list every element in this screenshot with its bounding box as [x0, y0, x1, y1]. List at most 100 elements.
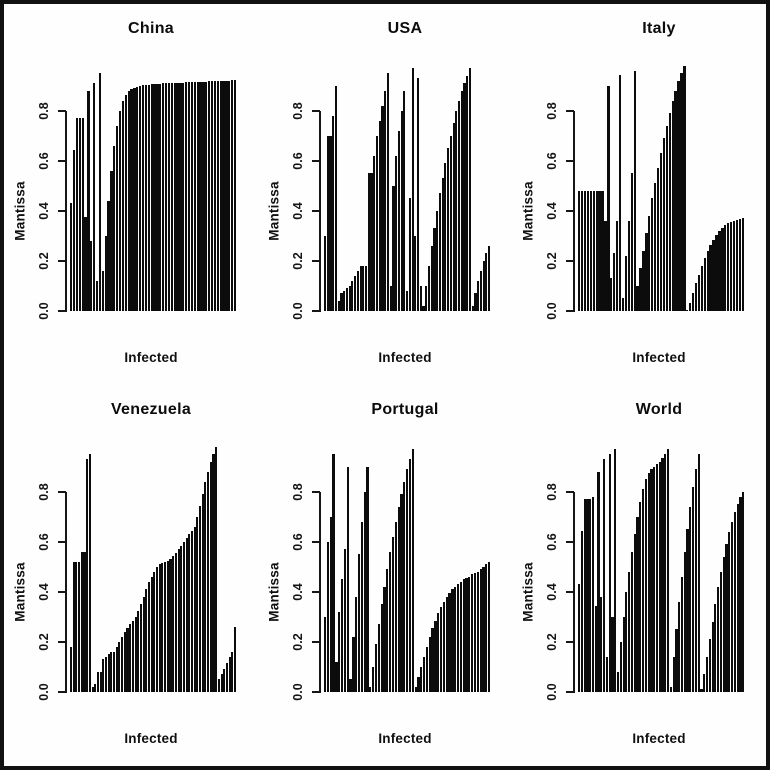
y-tick	[58, 691, 66, 693]
bar	[445, 597, 448, 692]
bar	[123, 632, 126, 692]
bar	[225, 663, 228, 692]
bar	[337, 301, 340, 311]
bar	[158, 564, 161, 692]
bar	[636, 517, 639, 692]
bar	[145, 589, 148, 692]
bar	[400, 494, 403, 692]
bar	[169, 559, 172, 692]
bar	[377, 624, 380, 692]
bar	[411, 449, 414, 692]
bar	[378, 121, 381, 311]
bar	[335, 662, 338, 692]
bar	[326, 542, 330, 692]
bar	[448, 593, 451, 692]
bar	[655, 464, 659, 692]
bar	[420, 667, 423, 692]
bar	[386, 73, 390, 311]
y-tick-label: 0.6	[545, 533, 559, 551]
panel-title: Italy	[642, 20, 676, 37]
bar	[107, 201, 110, 311]
bar	[164, 562, 167, 692]
bar	[223, 669, 226, 692]
bar	[741, 218, 744, 311]
bar	[329, 517, 332, 692]
bar	[210, 81, 214, 311]
bar	[482, 261, 485, 311]
y-tick	[58, 160, 66, 162]
bar	[366, 467, 369, 692]
bar	[389, 286, 392, 311]
bar	[485, 564, 488, 692]
bar	[580, 531, 583, 692]
bar	[356, 271, 359, 311]
bar	[139, 86, 142, 311]
bar	[185, 538, 188, 692]
bar	[406, 469, 409, 692]
bar	[659, 153, 663, 311]
bar	[391, 537, 395, 692]
y-axis-label: Mantissa	[12, 562, 28, 622]
bar	[80, 552, 83, 692]
bar-chart	[70, 442, 237, 692]
bar	[389, 552, 392, 692]
bar	[414, 687, 417, 692]
bar	[72, 150, 76, 311]
bar	[730, 522, 734, 692]
bar	[231, 80, 234, 311]
bar	[712, 240, 715, 311]
bar	[193, 82, 196, 311]
bar	[686, 529, 689, 692]
bar	[104, 236, 107, 311]
bar	[683, 66, 686, 311]
bar	[147, 582, 151, 692]
bar	[162, 83, 165, 311]
y-tick	[58, 591, 66, 593]
bar	[372, 667, 375, 692]
bar	[722, 557, 725, 692]
bar	[104, 657, 108, 692]
bar	[477, 281, 480, 311]
bar	[422, 657, 426, 692]
bar	[669, 687, 672, 692]
bar	[185, 82, 188, 311]
y-tick-label: 0.8	[545, 102, 559, 120]
bar	[70, 647, 73, 692]
bar	[452, 123, 455, 311]
bar	[689, 507, 692, 692]
bar	[220, 674, 223, 692]
bar	[653, 183, 657, 311]
y-tick	[566, 541, 574, 543]
bar	[621, 298, 625, 311]
y-tick	[566, 691, 574, 693]
bar	[118, 111, 122, 311]
bar	[113, 146, 116, 311]
bar	[386, 569, 389, 692]
bar	[644, 479, 647, 692]
bar	[208, 81, 211, 311]
bar	[586, 191, 590, 311]
bar	[697, 275, 701, 311]
bar	[373, 156, 376, 311]
bar	[732, 221, 736, 311]
bar	[338, 612, 341, 692]
bar	[75, 562, 78, 692]
bar	[144, 85, 148, 311]
y-tick-label: 0.8	[37, 483, 51, 501]
bar	[463, 83, 466, 311]
bar	[363, 492, 366, 692]
y-tick-label: 0.4	[545, 583, 559, 601]
y-tick-label: 0.2	[291, 252, 305, 270]
y-tick	[58, 491, 66, 493]
bar	[403, 482, 406, 692]
bar	[93, 83, 96, 311]
x-axis-label: Infected	[632, 731, 686, 746]
bar	[340, 293, 343, 311]
panel-usa: USA Mantissa Infected 0.0 0.2 0.4 0.6 0.8	[258, 4, 512, 385]
bar	[196, 517, 199, 692]
bar	[124, 95, 127, 311]
bar	[167, 83, 171, 311]
bar	[370, 173, 373, 311]
bar	[394, 522, 397, 692]
